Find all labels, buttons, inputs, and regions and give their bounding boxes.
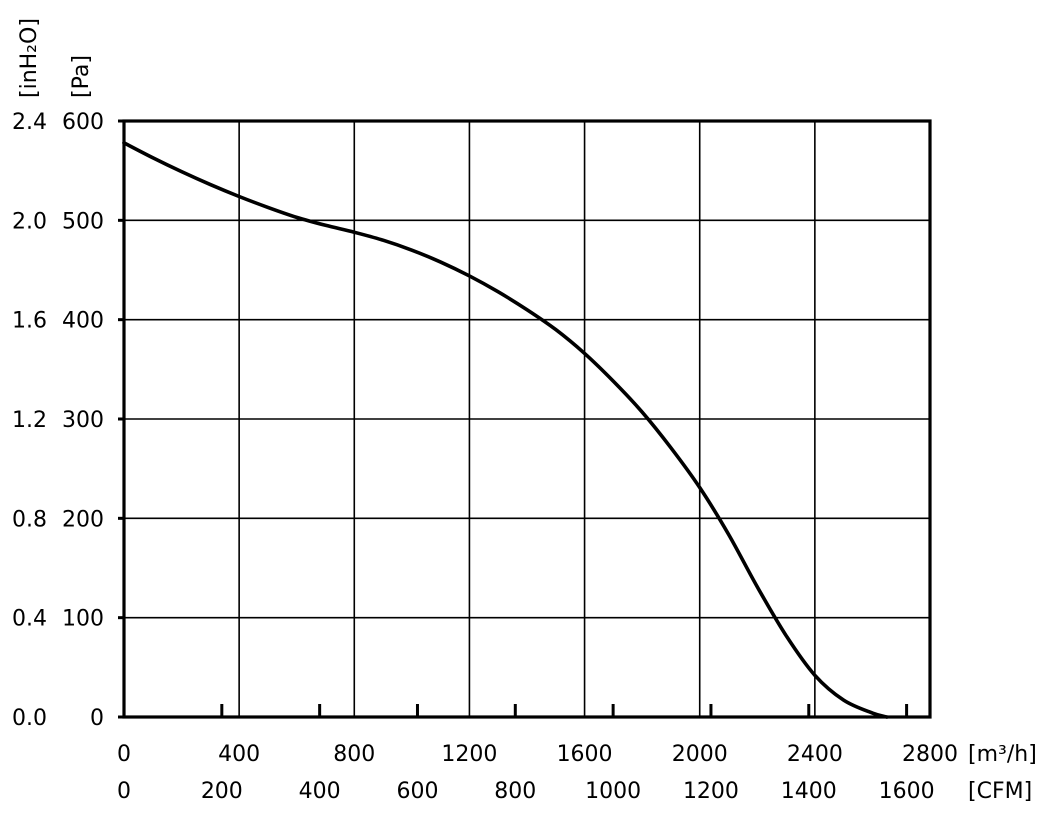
y-primary-tick-label-4: 400 (62, 309, 104, 334)
y-axis-secondary-unit: [inH₂O] (17, 18, 42, 98)
x-primary-tick-label-1: 400 (218, 742, 260, 767)
x-secondary-tick-label-6: 1200 (683, 779, 739, 804)
y-primary-tick-label-0: 0 (90, 706, 104, 731)
performance-curve (122, 141, 889, 719)
y-secondary-tick-label-6: 2.4 (12, 110, 47, 135)
x-primary-tick-label-2: 800 (333, 742, 375, 767)
y-primary-tick-label-6: 600 (62, 110, 104, 135)
y-axis-primary-unit: [Pa] (69, 55, 94, 98)
x-axis-secondary-unit: [CFM] (968, 779, 1032, 804)
x-primary-tick-label-4: 1600 (557, 742, 613, 767)
x-axis-primary-unit: [m³/h] (968, 742, 1037, 767)
y-secondary-tick-label-5: 2.0 (12, 209, 47, 234)
x-secondary-tick-label-5: 1000 (585, 779, 641, 804)
x-secondary-tick-label-0: 0 (117, 779, 131, 804)
y-primary-tick-label-5: 500 (62, 209, 104, 234)
x-axis-secondary-ticks: 0 200 400 600 800 1000 1200 1400 1600 (117, 704, 935, 804)
y-secondary-tick-label-0: 0.0 (12, 706, 47, 731)
grid-lines (124, 121, 930, 717)
x-secondary-tick-label-4: 800 (494, 779, 536, 804)
x-secondary-tick-label-3: 600 (396, 779, 438, 804)
x-primary-tick-label-0: 0 (117, 742, 131, 767)
x-axis-primary-ticks: 0 400 800 1200 1600 2000 2400 2800 (117, 742, 958, 767)
x-primary-tick-label-6: 2400 (787, 742, 843, 767)
y-secondary-tick-label-4: 1.6 (12, 309, 47, 334)
x-secondary-tick-label-8: 1600 (879, 779, 935, 804)
y-secondary-tick-label-1: 0.4 (12, 607, 47, 632)
x-primary-tick-label-3: 1200 (441, 742, 497, 767)
x-primary-tick-label-5: 2000 (672, 742, 728, 767)
x-secondary-tick-label-1: 200 (201, 779, 243, 804)
x-secondary-tick-label-7: 1400 (781, 779, 837, 804)
y-primary-tick-label-3: 300 (62, 408, 104, 433)
y-axis-primary-ticks: 0 100 200 300 400 500 600 (62, 110, 124, 731)
y-primary-tick-label-2: 200 (62, 507, 104, 532)
x-secondary-tick-label-2: 400 (299, 779, 341, 804)
y-primary-tick-label-1: 100 (62, 607, 104, 632)
y-secondary-tick-label-3: 1.2 (12, 408, 47, 433)
y-axis-secondary-ticks: 0.0 0.4 0.8 1.2 1.6 2.0 2.4 (12, 110, 47, 731)
x-primary-tick-label-7: 2800 (902, 742, 958, 767)
y-secondary-tick-label-2: 0.8 (12, 507, 47, 532)
